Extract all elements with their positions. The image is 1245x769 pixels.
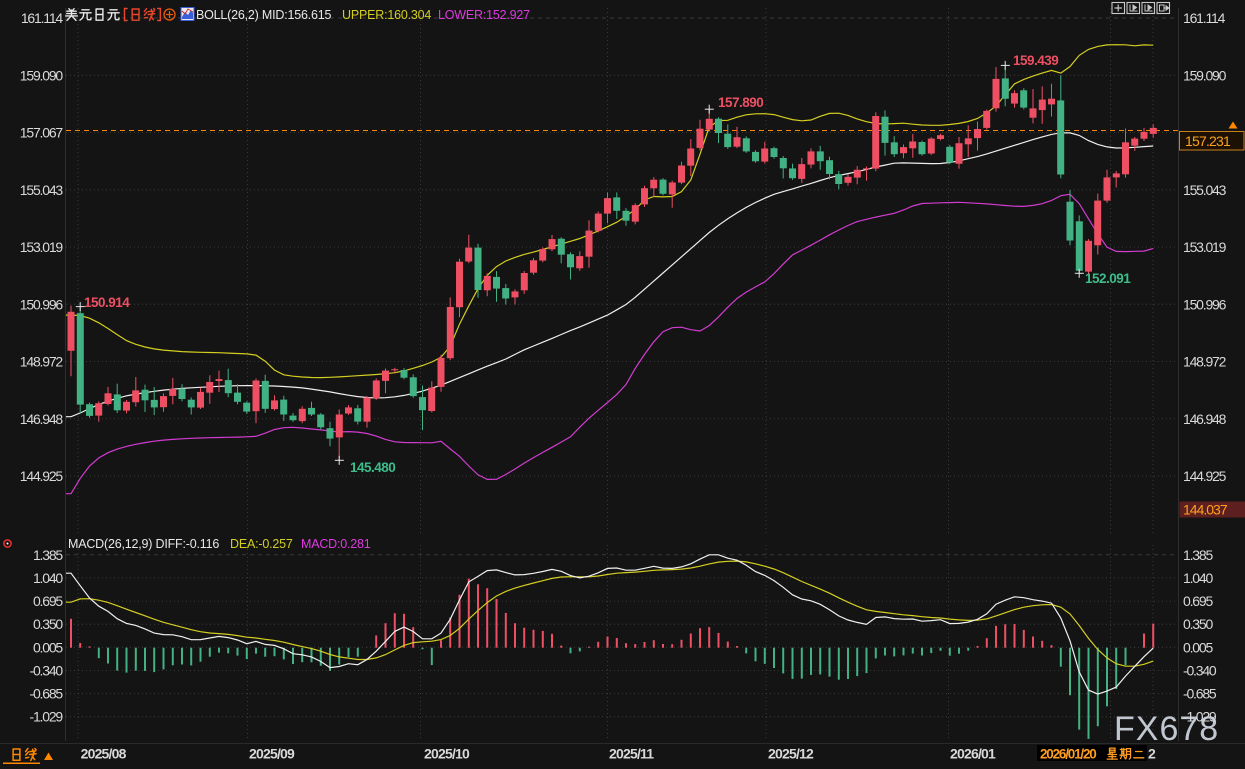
svg-text:161.114: 161.114 — [21, 10, 64, 26]
svg-text:2026/01/20: 2026/01/20 — [1040, 747, 1096, 762]
svg-text:159.090: 159.090 — [1183, 67, 1227, 83]
svg-text:-0.685: -0.685 — [30, 686, 64, 702]
svg-text:MACD(26,12,9) DIFF:-0.116: MACD(26,12,9) DIFF:-0.116 — [68, 537, 219, 551]
svg-text:0.350: 0.350 — [33, 616, 63, 632]
svg-text:144.925: 144.925 — [20, 468, 64, 484]
svg-text:144.925: 144.925 — [1183, 468, 1227, 484]
svg-text:145.480: 145.480 — [350, 460, 395, 475]
svg-text:148.972: 148.972 — [20, 354, 64, 370]
svg-text:2025/08: 2025/08 — [81, 746, 127, 762]
svg-text:157.231: 157.231 — [1185, 133, 1231, 149]
svg-text:1.040: 1.040 — [33, 570, 63, 586]
svg-text:2025/09: 2025/09 — [249, 746, 295, 762]
svg-text:0.005: 0.005 — [33, 639, 63, 655]
svg-text:2025/11: 2025/11 — [609, 746, 654, 762]
svg-text:1.385: 1.385 — [1183, 547, 1213, 563]
svg-text:0.005: 0.005 — [1183, 639, 1213, 655]
svg-text:MACD:0.281: MACD:0.281 — [301, 537, 371, 551]
svg-text:0.695: 0.695 — [33, 593, 63, 609]
svg-text:161.114: 161.114 — [1183, 10, 1226, 26]
svg-text:FX678: FX678 — [1114, 710, 1219, 748]
svg-text:2025/10: 2025/10 — [424, 746, 470, 762]
svg-text:155.043: 155.043 — [20, 182, 64, 198]
svg-text:153.019: 153.019 — [20, 239, 64, 255]
svg-text:150.996: 150.996 — [1183, 296, 1227, 312]
svg-text:BOLL(26,2) MID:156.615: BOLL(26,2) MID:156.615 — [196, 8, 332, 22]
svg-text:150.996: 150.996 — [20, 296, 64, 312]
svg-text:150.914: 150.914 — [84, 295, 130, 310]
svg-text:-0.685: -0.685 — [1183, 686, 1217, 702]
svg-text:144.037: 144.037 — [1183, 502, 1228, 518]
svg-text:0.350: 0.350 — [1183, 616, 1213, 632]
svg-text:DEA:-0.257: DEA:-0.257 — [230, 537, 293, 551]
svg-text:157.890: 157.890 — [718, 95, 763, 110]
svg-text:146.948: 146.948 — [1183, 411, 1227, 427]
svg-text:-0.340: -0.340 — [30, 663, 64, 679]
svg-text:LOWER:152.927: LOWER:152.927 — [438, 8, 530, 22]
svg-text:-0.340: -0.340 — [1183, 663, 1217, 679]
svg-text:146.948: 146.948 — [20, 411, 64, 427]
svg-text:153.019: 153.019 — [1183, 239, 1227, 255]
svg-text:157.067: 157.067 — [20, 125, 64, 141]
svg-text:152.091: 152.091 — [1085, 271, 1131, 286]
svg-text:159.090: 159.090 — [20, 67, 64, 83]
svg-text:1.385: 1.385 — [33, 547, 63, 563]
svg-text:148.972: 148.972 — [1183, 354, 1227, 370]
svg-text:-1.029: -1.029 — [30, 709, 64, 725]
svg-text:159.439: 159.439 — [1013, 53, 1058, 68]
svg-text:UPPER:160.304: UPPER:160.304 — [342, 8, 431, 22]
svg-text:0.695: 0.695 — [1183, 593, 1213, 609]
svg-text:155.043: 155.043 — [1183, 182, 1227, 198]
svg-text:2026/01: 2026/01 — [950, 746, 996, 762]
svg-text:2025/12: 2025/12 — [768, 746, 814, 762]
svg-text:1.040: 1.040 — [1183, 570, 1213, 586]
